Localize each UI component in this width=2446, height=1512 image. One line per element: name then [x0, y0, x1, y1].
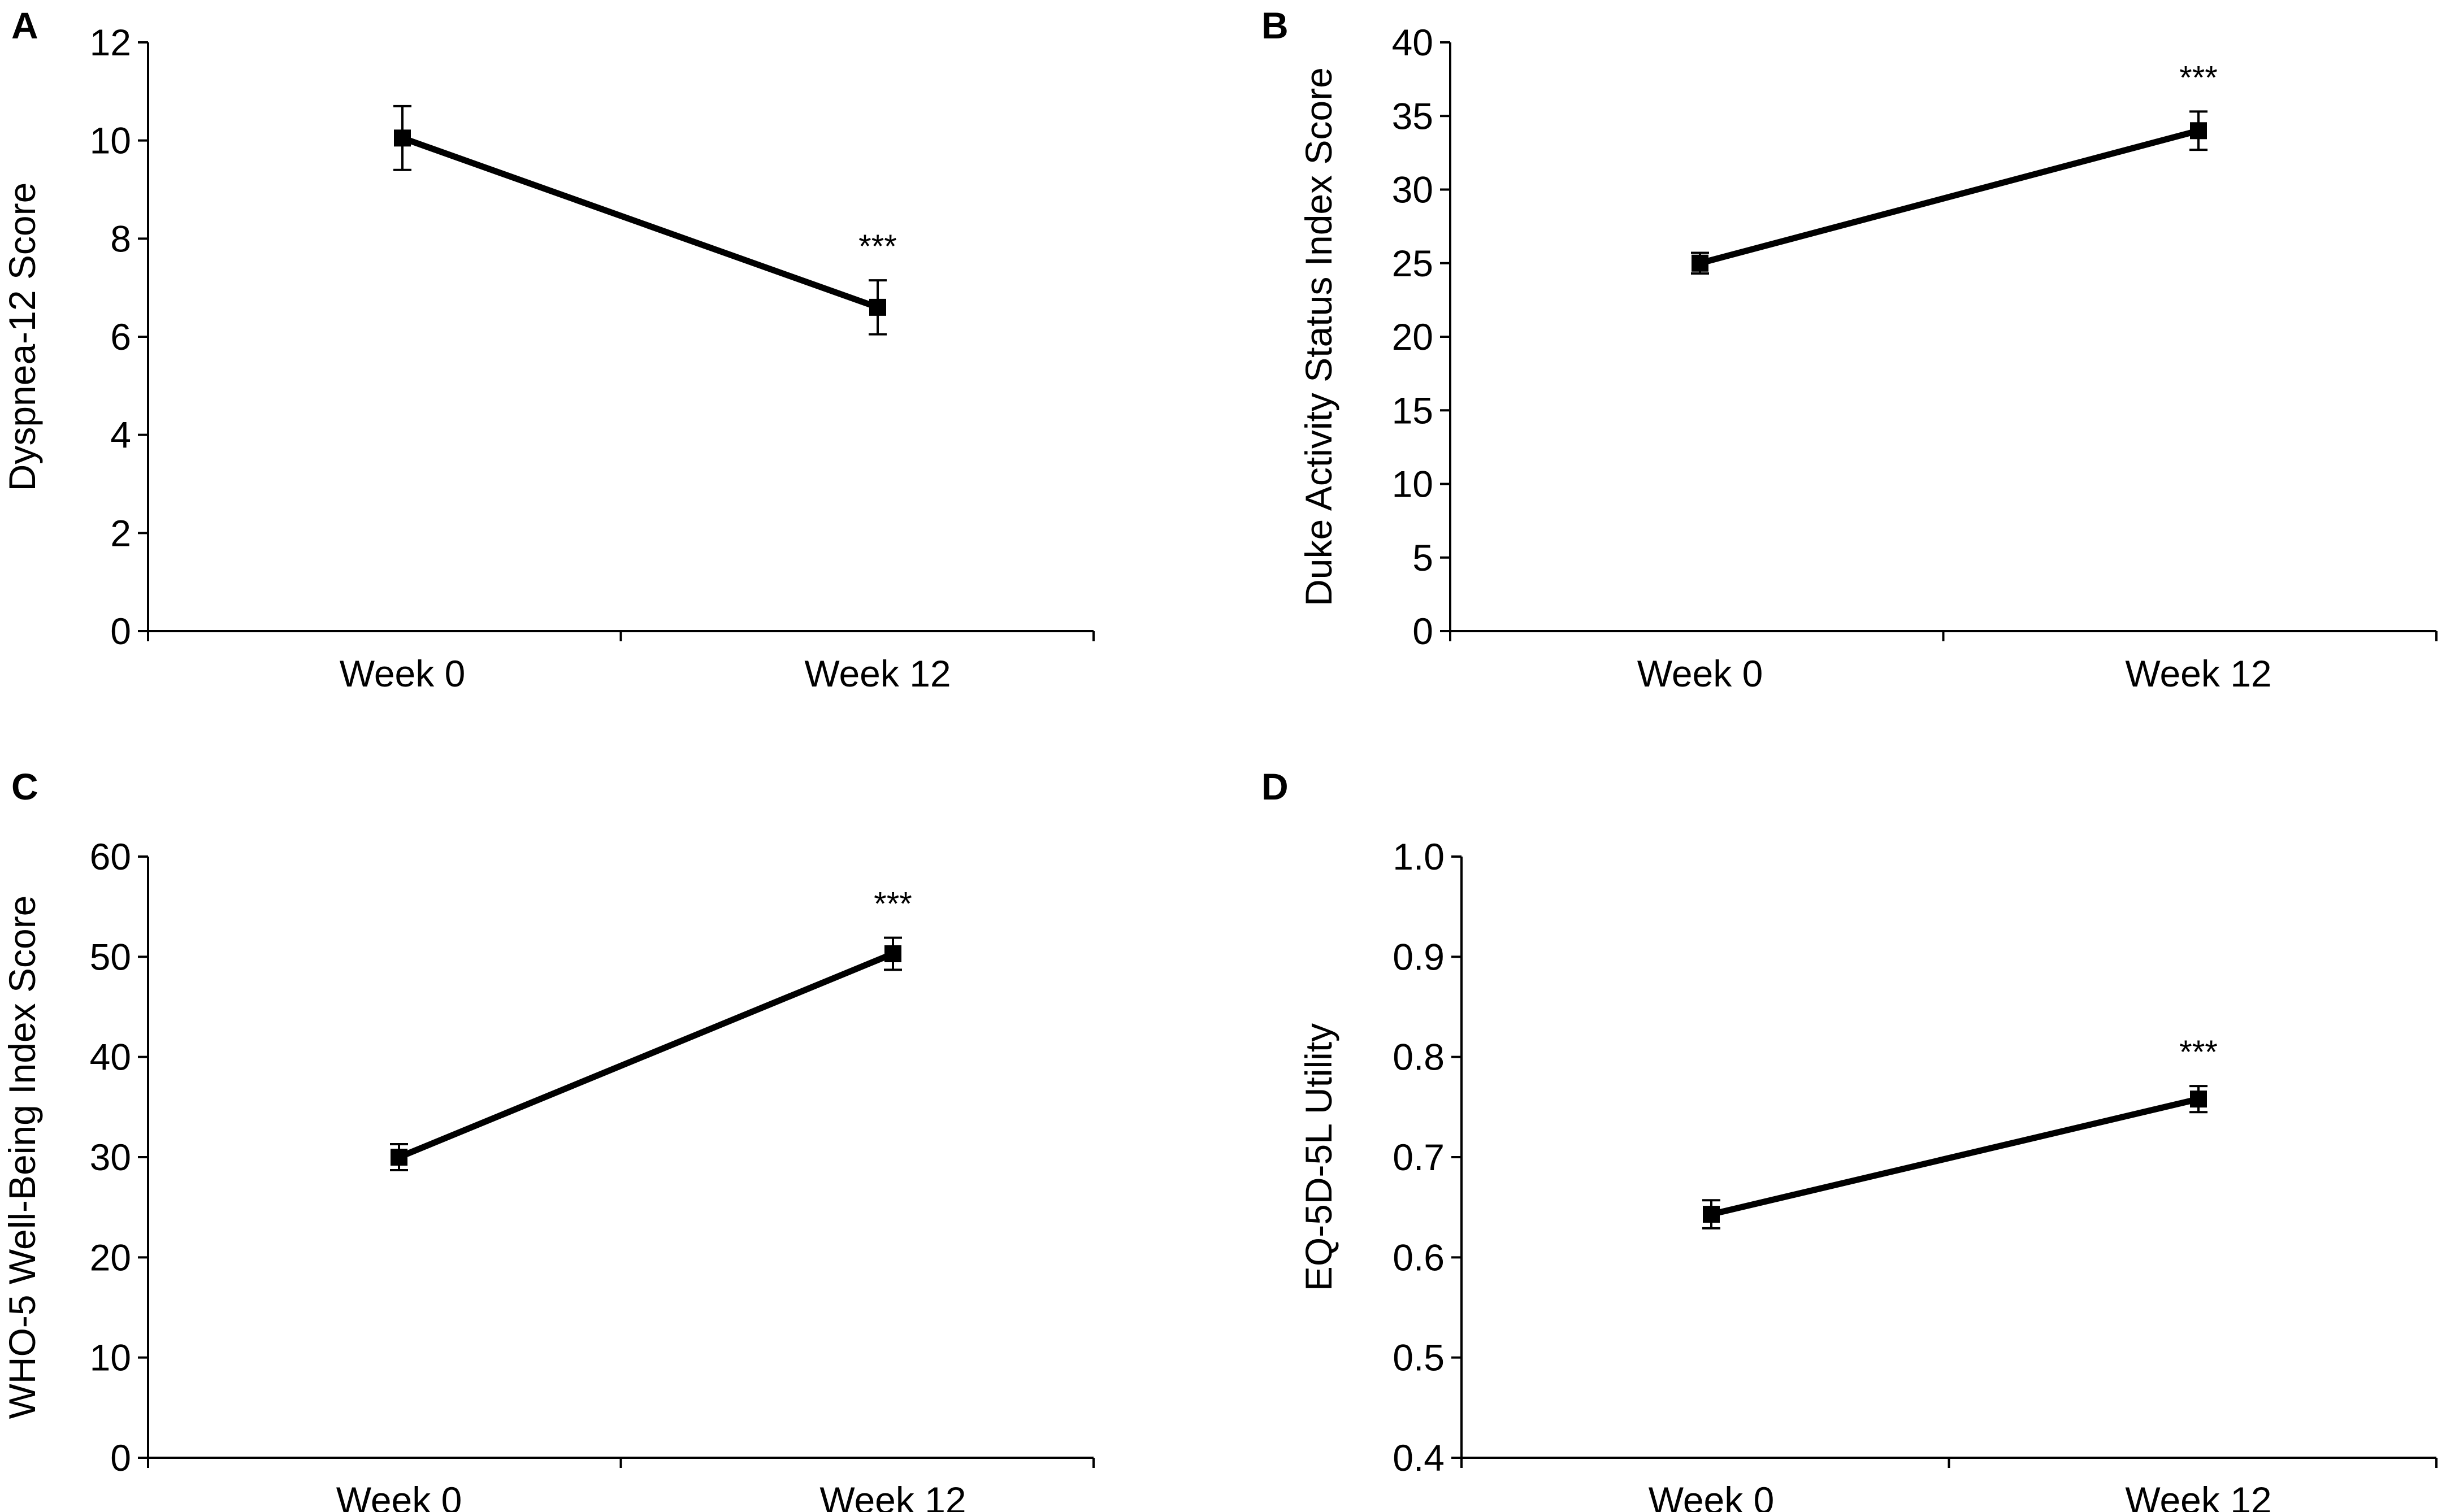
series-line — [1708, 1096, 2202, 1218]
y-tick-label: 60 — [90, 836, 131, 877]
x-tick-label: Week 0 — [340, 653, 466, 694]
y-tick-label: 4 — [110, 414, 131, 456]
y-axis-title: Dyspnea-12 Score — [1, 183, 43, 492]
y-tick-label: 50 — [90, 936, 131, 977]
series-line — [399, 134, 881, 311]
panel-letter-c: C — [11, 766, 38, 807]
y-tick-label: 5 — [1412, 537, 1433, 579]
x-tick-label: Week 12 — [2125, 1479, 2271, 1512]
x-tick-label: Week 0 — [1637, 653, 1763, 694]
y-tick-label: 0 — [110, 1437, 131, 1479]
data-point — [2190, 122, 2207, 140]
y-tick-label: 6 — [110, 316, 131, 358]
significance-label: *** — [2179, 1034, 2218, 1071]
data-point — [2190, 1090, 2207, 1108]
data-point — [884, 945, 901, 963]
data-point — [869, 298, 886, 316]
data-point — [391, 1149, 407, 1166]
y-tick-label: 0.6 — [1393, 1236, 1445, 1278]
data-point — [394, 129, 411, 147]
x-tick-label: Week 0 — [336, 1479, 462, 1512]
y-tick-label: 20 — [1392, 316, 1433, 358]
y-tick-label: 20 — [90, 1236, 131, 1278]
y-tick-label: 0.9 — [1393, 936, 1445, 977]
y-tick-label: 0 — [110, 610, 131, 652]
y-axis-title: WHO-5 Well-Being Index Score — [1, 896, 43, 1419]
y-tick-label: 1.0 — [1393, 836, 1445, 877]
panel-letter-b: B — [1261, 5, 1289, 46]
y-tick-label: 0 — [1412, 610, 1433, 652]
y-tick-label: 30 — [90, 1136, 131, 1178]
data-point — [1703, 1206, 1720, 1223]
x-tick-label: Week 12 — [804, 653, 951, 694]
x-tick-label: Week 12 — [2125, 653, 2271, 694]
y-tick-label: 0.8 — [1393, 1036, 1445, 1078]
y-tick-label: 15 — [1392, 389, 1433, 431]
significance-label: *** — [858, 228, 897, 265]
data-point — [1692, 254, 1708, 272]
y-tick-label: 0.5 — [1393, 1337, 1445, 1379]
series-line — [1697, 127, 2202, 267]
y-tick-label: 10 — [1392, 463, 1433, 505]
y-tick-label: 8 — [110, 218, 131, 259]
y-tick-label: 30 — [1392, 169, 1433, 211]
y-axis-title: Duke Activity Status Index Score — [1298, 67, 1339, 606]
y-tick-label: 12 — [90, 21, 131, 63]
y-tick-label: 40 — [90, 1036, 131, 1078]
y-tick-label: 40 — [1392, 21, 1433, 63]
y-tick-label: 25 — [1392, 242, 1433, 284]
significance-label: *** — [874, 886, 912, 923]
panel-letter-d: D — [1261, 766, 1289, 807]
y-tick-label: 10 — [90, 120, 131, 162]
y-tick-label: 35 — [1392, 95, 1433, 137]
y-axis-title: EQ-5D-5L Utility — [1298, 1023, 1339, 1291]
x-tick-label: Week 12 — [819, 1479, 966, 1512]
panel-letter-a: A — [11, 5, 38, 46]
y-tick-label: 10 — [90, 1337, 131, 1379]
y-tick-label: 0.4 — [1393, 1437, 1445, 1479]
significance-label: *** — [2179, 59, 2218, 96]
y-tick-label: 2 — [110, 512, 131, 554]
x-tick-label: Week 0 — [1649, 1479, 1775, 1512]
series-line — [396, 950, 896, 1161]
y-tick-label: 0.7 — [1393, 1136, 1445, 1178]
